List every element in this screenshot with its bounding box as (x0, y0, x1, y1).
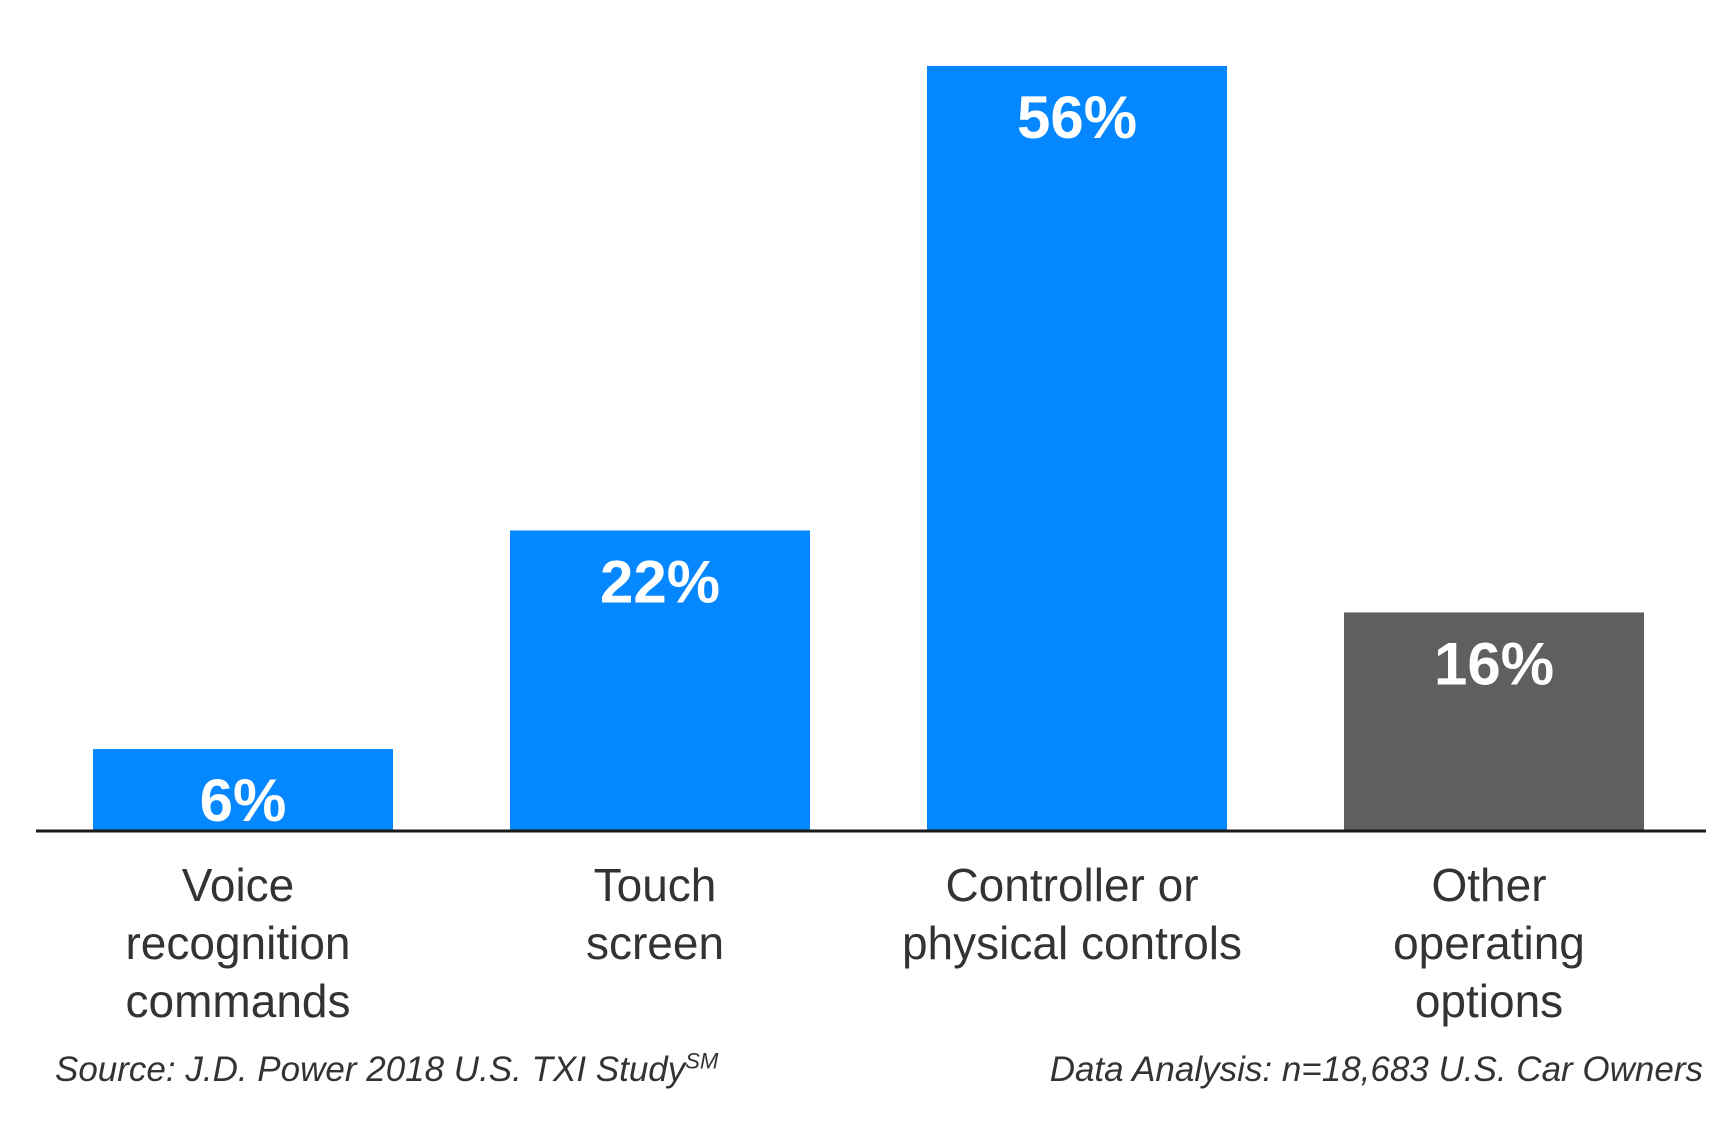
source-note: Source: J.D. Power 2018 U.S. TXI StudySM (55, 1050, 718, 1090)
service-mark: SM (685, 1048, 719, 1074)
bar-value-label-1: 6% (200, 767, 287, 834)
category-label-3: Controller or physical controls (902, 859, 1242, 969)
bar-3 (927, 66, 1227, 831)
category-label-line: options (1415, 975, 1563, 1027)
category-label-line: Touch (594, 859, 717, 911)
category-label-line: Controller or (945, 859, 1198, 911)
bar-4 (1344, 612, 1644, 831)
bar-1 (93, 749, 393, 831)
category-label-line: recognition (125, 917, 350, 969)
source-text: Source: J.D. Power 2018 U.S. TXI Study (55, 1050, 686, 1089)
category-label-line: Voice (182, 859, 295, 911)
category-label-line: screen (586, 917, 724, 969)
bars-layer: 6% 22% 56% 16% (93, 66, 1644, 834)
category-label-line: Other (1431, 859, 1546, 911)
data-analysis-note: Data Analysis: n=18,683 U.S. Car Owners (1049, 1050, 1703, 1089)
category-label-4: Other operating options (1393, 859, 1585, 1027)
category-label-2: Touch screen (586, 859, 724, 969)
bar-2 (510, 530, 810, 831)
category-labels-layer: Voice recognition commands Touch screen Contr… (125, 859, 1584, 1027)
bar-value-label-2: 22% (600, 548, 720, 615)
bar-value-label-4: 16% (1434, 630, 1554, 697)
bar-value-label-3: 56% (1017, 84, 1137, 151)
category-label-line: operating (1393, 917, 1585, 969)
category-label-1: Voice recognition commands (125, 859, 350, 1027)
category-label-line: commands (126, 975, 351, 1027)
category-label-line: physical controls (902, 917, 1242, 969)
